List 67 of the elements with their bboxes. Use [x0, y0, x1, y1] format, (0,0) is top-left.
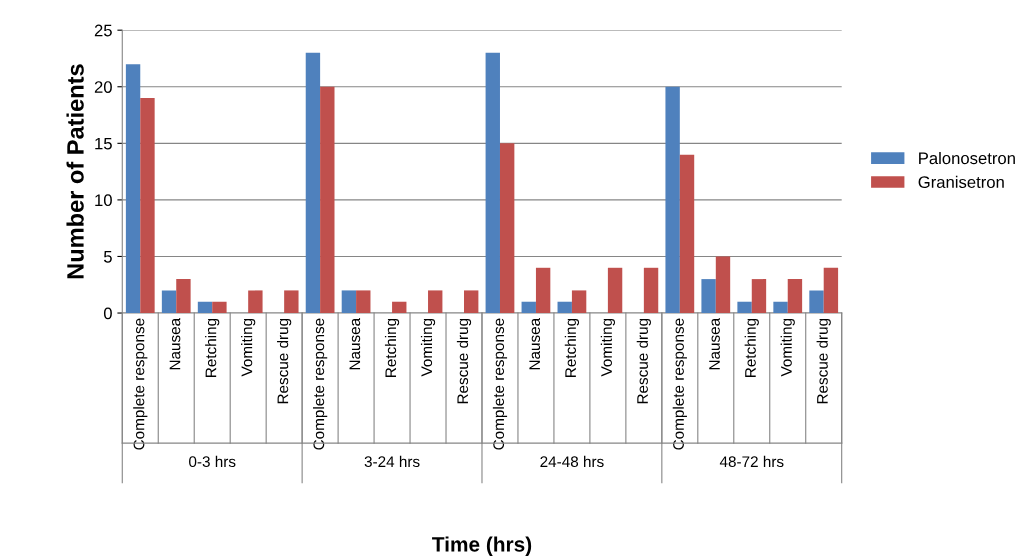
text: 24-48 hrs: [540, 455, 604, 468]
bar: [485, 52, 500, 314]
x-tick-label: Retching: [564, 318, 580, 377]
bar: [535, 267, 551, 314]
bar: [751, 279, 767, 314]
bar: [773, 301, 788, 314]
bar: [320, 86, 335, 314]
bar: [643, 267, 659, 314]
bar: [176, 279, 191, 314]
x-tick-label: Retching: [205, 318, 220, 377]
text: 0-3 hrs: [189, 455, 236, 468]
x-tick-label: Vomiting: [241, 318, 256, 377]
x-tick-label: Rescue drug: [277, 318, 292, 404]
bar: [356, 290, 371, 314]
x-tick-label: Complete response: [313, 318, 328, 450]
y-axis-title: Number of Patients: [66, 64, 84, 279]
y-tick-label: 25: [94, 24, 112, 37]
x-tick-label: Rescue drug: [636, 318, 651, 404]
bar: [212, 301, 227, 314]
bar: [499, 143, 515, 314]
x-tick-label: Complete response: [672, 318, 687, 450]
bar: [809, 290, 824, 314]
x-tick-label: Vomiting: [420, 318, 436, 377]
bar: [737, 301, 752, 314]
y-tick-label: 0: [103, 307, 112, 320]
bar: [305, 52, 321, 314]
bar: [248, 290, 263, 314]
bar: [571, 290, 587, 314]
bar: [392, 301, 407, 314]
bar: [125, 64, 141, 314]
x-tick-label: Nausea: [169, 317, 181, 370]
x-tick-label: Rescue drug: [456, 318, 472, 404]
x-tick-label: Vomiting: [600, 318, 616, 377]
bar: [161, 290, 177, 314]
bar: [665, 86, 680, 314]
x-tick-label: Retching: [384, 318, 400, 377]
bar: [140, 98, 155, 314]
text: 48-72 hrs: [719, 455, 784, 468]
bar: [715, 256, 731, 314]
bar: [701, 279, 716, 314]
bar: [464, 290, 479, 314]
legend-label: Granisetron: [918, 175, 1004, 189]
y-tick-label: 10: [95, 194, 112, 207]
y-tick-label: 15: [95, 137, 112, 150]
x-tick-label: Nausea: [709, 317, 720, 370]
x-tick-label: Complete response: [492, 318, 508, 450]
x-tick-label: Nausea: [529, 317, 541, 370]
x-tick-label: Rescue drug: [816, 318, 831, 404]
bar: [428, 290, 443, 314]
bar: [823, 267, 839, 314]
x-tick-label: Nausea: [349, 317, 361, 370]
bar: [607, 267, 623, 314]
x-tick-label: Vomiting: [780, 318, 795, 377]
y-tick-label: 5: [103, 251, 112, 263]
bar: [284, 290, 299, 314]
x-axis-title: Time (hrs): [432, 536, 532, 556]
bar: [557, 301, 572, 314]
x-tick-label: Complete response: [133, 318, 148, 450]
bar: [679, 154, 695, 314]
bar: [341, 290, 357, 314]
bar: [521, 301, 536, 314]
bar: [197, 301, 213, 314]
bar: [787, 279, 803, 314]
x-tick-label: Retching: [744, 318, 759, 377]
text: 3-24 hrs: [364, 455, 420, 468]
y-tick-label: 20: [94, 81, 112, 93]
legend-label: Palonosetron: [919, 151, 1015, 165]
